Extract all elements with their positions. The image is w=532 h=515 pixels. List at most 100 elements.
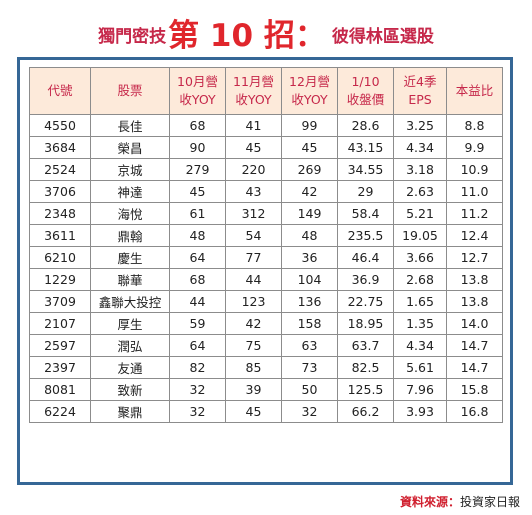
table-cell: 61	[169, 202, 226, 225]
table-cell: 44	[169, 290, 226, 313]
table-cell: 14.7	[446, 334, 503, 357]
table-cell: 2397	[29, 356, 91, 379]
table-cell: 友通	[90, 356, 170, 379]
column-header: 代號	[29, 67, 91, 115]
table-cell: 3709	[29, 290, 91, 313]
table-cell: 厚生	[90, 312, 170, 335]
column-header-line: 12月營	[289, 74, 330, 89]
table-row: 2107 厚生 59 42 158 18.95 1.35 14.0	[29, 312, 503, 335]
table-cell: 潤弘	[90, 334, 170, 357]
table-cell: 22.75	[337, 290, 394, 313]
table-cell: 235.5	[337, 224, 394, 247]
column-header-line: 本益比	[455, 83, 494, 98]
column-header: 11月營收YOY	[225, 67, 282, 115]
table-cell: 43	[225, 180, 282, 203]
table-cell: 123	[225, 290, 282, 313]
table-cell: 11.0	[446, 180, 503, 203]
table-cell: 2597	[29, 334, 91, 357]
table-cell: 68	[169, 268, 226, 291]
table-row: 3684 榮昌 90 45 45 43.15 4.34 9.9	[29, 136, 503, 159]
table-cell: 4.34	[393, 334, 447, 357]
table-cell: 45	[225, 400, 282, 423]
table-cell: 4.34	[393, 136, 447, 159]
table-cell: 15.8	[446, 378, 503, 401]
table-cell: 279	[169, 158, 226, 181]
column-header-line: 股票	[117, 83, 143, 98]
table-cell: 11.2	[446, 202, 503, 225]
header-row: 代號 股票 10月營 收YOY 11月營 收YOY 12月營 收YOY 1/10 收盤價 近4季 EP…	[29, 67, 503, 115]
column-header-line: 11月營	[233, 74, 274, 89]
table-cell: 聯華	[90, 268, 170, 291]
table-cell: 36	[281, 246, 338, 269]
table-cell: 42	[281, 180, 338, 203]
table-cell: 220	[225, 158, 282, 181]
table-cell: 5.21	[393, 202, 447, 225]
table-row: 3611 鼎翰 48 54 48 235.5 19.05 12.4	[29, 224, 503, 247]
column-header: 本益比	[446, 67, 503, 115]
table-cell: 50	[281, 378, 338, 401]
table-cell: 8.8	[446, 114, 503, 137]
table-cell: 3.66	[393, 246, 447, 269]
table-cell: 4550	[29, 114, 91, 137]
column-header-line: 近4季	[403, 74, 437, 89]
column-header: 近4季 EPS	[393, 67, 447, 115]
table-row: 3706 神達 45 43 42 29 2.63 11.0	[29, 180, 503, 203]
table-row: 2524 京城 279 220 269 34.55 3.18 10.9	[29, 158, 503, 181]
table-cell: 45	[225, 136, 282, 159]
table-cell: 39	[225, 378, 282, 401]
table-cell: 82	[169, 356, 226, 379]
table-cell: 77	[225, 246, 282, 269]
column-header-line: 收YOY	[235, 92, 272, 107]
table-cell: 312	[225, 202, 282, 225]
column-header: 12月營 收YOY	[281, 67, 338, 115]
column-header-line: 代號	[47, 83, 73, 98]
table-row: 1229 聯華 68 44 104 36.9 2.68 13.8	[29, 268, 503, 291]
table-cell: 14.0	[446, 312, 503, 335]
table-cell: 鑫聯大投控	[90, 290, 170, 313]
table-cell: 3684	[29, 136, 91, 159]
table-cell: 鼎翰	[90, 224, 170, 247]
table-cell: 85	[225, 356, 282, 379]
table-cell: 5.61	[393, 356, 447, 379]
table-cell: 64	[169, 246, 226, 269]
table-cell: 海悅	[90, 202, 170, 225]
table-cell: 3.25	[393, 114, 447, 137]
table-cell: 63.7	[337, 334, 394, 357]
table-cell: 125.5	[337, 378, 394, 401]
column-header: 10月營收YOY	[169, 67, 226, 115]
table-cell: 14.7	[446, 356, 503, 379]
table-row: 2348 海悅 61 312 149 58.4 5.21 11.2	[29, 202, 503, 225]
table-cell: 18.95	[337, 312, 394, 335]
table-cell: 58.4	[337, 202, 394, 225]
table-cell: 長佳	[90, 114, 170, 137]
table-cell: 46.4	[337, 246, 394, 269]
table-cell: 6224	[29, 400, 91, 423]
table-cell: 29	[337, 180, 394, 203]
table-row: 3709 鑫聯大投控 44 123 136 22.75 1.65 13.8	[29, 290, 503, 313]
table-row: 6210 慶生 64 77 36 46.4 3.66 12.7	[29, 246, 503, 269]
stock-table: 代號 股票 10月營 收YOY 11月營 收YOY 12月營 收YOY 1/10 收盤價 近4季 EP…	[29, 67, 503, 423]
table-cell: 66.2	[337, 400, 394, 423]
table-cell: 神達	[90, 180, 170, 203]
table-row: 2397 友通 82 85 73 82.5 5.61 14.7	[29, 356, 503, 379]
table-cell: 41	[225, 114, 282, 137]
table-cell: 京城	[90, 158, 170, 181]
table-cell: 75	[225, 334, 282, 357]
table-cell: 2.63	[393, 180, 447, 203]
table-cell: 3706	[29, 180, 91, 203]
table-cell: 32	[169, 378, 226, 401]
column-header-line: 收盤價	[346, 92, 385, 107]
table-cell: 64	[169, 334, 226, 357]
table-row: 4550 長佳 68 41 99 28.6 3.25 8.8	[29, 114, 503, 137]
table-cell: 36.9	[337, 268, 394, 291]
column-header-line: 收YOY	[179, 92, 216, 107]
table-cell: 2348	[29, 202, 91, 225]
table-cell: 269	[281, 158, 338, 181]
table-cell: 1.35	[393, 312, 447, 335]
title-highlight: 第 10 招：	[168, 18, 326, 54]
table-cell: 48	[281, 224, 338, 247]
column-header-line: 10月營	[177, 74, 218, 89]
table-cell: 6210	[29, 246, 91, 269]
table-cell: 3.93	[393, 400, 447, 423]
table-cell: 聚鼎	[90, 400, 170, 423]
